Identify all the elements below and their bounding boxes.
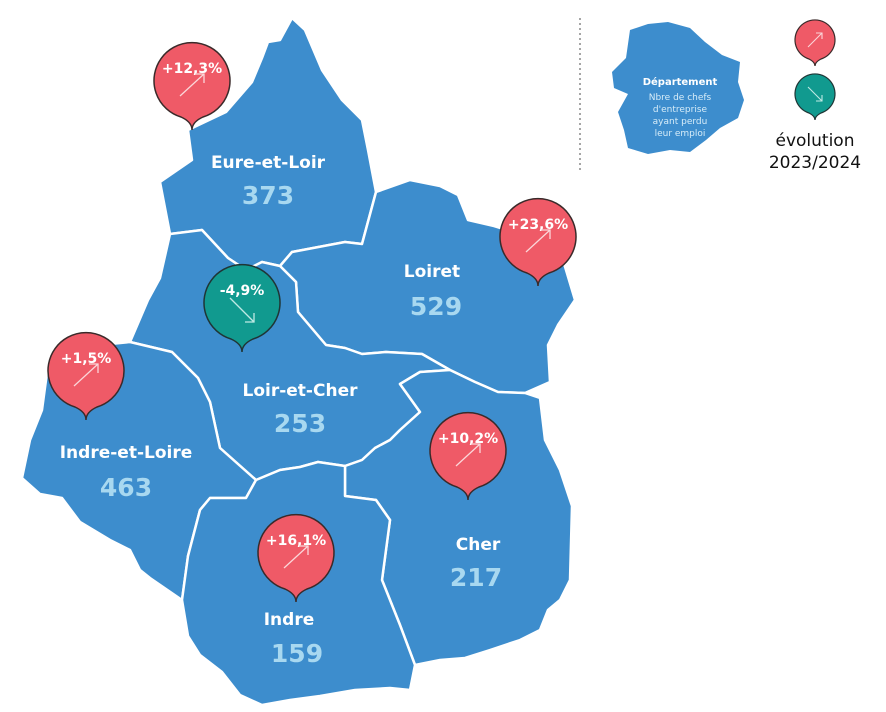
arrow-up-right-icon (525, 229, 551, 253)
legend: Département Nbre de chefs d'entreprise a… (579, 18, 861, 173)
legend-evolution-period: 2023/2024 (769, 153, 861, 173)
value-loiret: 529 (410, 292, 462, 321)
legend-department-shape (612, 22, 744, 154)
legend-subtitle-line: d'entreprise (653, 105, 708, 115)
value-indre: 159 (271, 639, 323, 668)
evolution-pin-loir-et-cher: -4,9% (203, 263, 281, 353)
legend-subtitle-line: leur emploi (655, 129, 706, 139)
value-loir-et-cher: 253 (274, 409, 326, 438)
legend-subtitle-line: ayant perdu (653, 117, 708, 127)
department-cher[interactable] (343, 368, 574, 667)
arrow-down-right-icon (229, 297, 255, 323)
value-cher: 217 (450, 563, 502, 592)
evolution-value: +1,5% (61, 351, 112, 367)
arrow-up-right-icon (73, 363, 99, 387)
value-eure-et-loir: 373 (242, 181, 294, 210)
evolution-pin-indre: +16,1% (257, 513, 335, 603)
evolution-pin-cher: +10,2% (429, 411, 507, 501)
evolution-pin-indre-et-loire: +1,5% (47, 331, 125, 421)
evolution-value: +23,6% (508, 217, 568, 233)
evolution-value: +16,1% (266, 533, 326, 549)
label-cher: Cher (456, 535, 501, 555)
evolution-value: +12,3% (162, 61, 222, 77)
evolution-pin-eure-et-loir: +12,3% (153, 41, 231, 131)
evolution-value: -4,9% (220, 283, 265, 299)
legend-title: Département (643, 76, 718, 88)
arrow-up-right-icon (807, 32, 823, 48)
legend-increase-marker (794, 19, 836, 67)
evolution-value: +10,2% (438, 431, 498, 447)
legend-decrease-marker (794, 73, 836, 121)
value-indre-et-loire: 463 (100, 473, 152, 502)
arrow-up-right-icon (179, 73, 205, 97)
label-indre: Indre (264, 610, 315, 630)
label-loir-et-cher: Loir-et-Cher (243, 381, 359, 401)
label-loiret: Loiret (404, 262, 460, 282)
arrow-down-right-icon (807, 86, 823, 102)
arrow-up-right-icon (283, 545, 309, 569)
evolution-pin-loiret: +23,6% (499, 197, 577, 287)
label-eure-et-loir: Eure-et-Loir (211, 153, 326, 173)
label-indre-et-loire: Indre-et-Loire (60, 443, 193, 463)
legend-subtitle-line: Nbre de chefs (649, 93, 712, 103)
legend-evolution-label: évolution (776, 131, 855, 151)
arrow-up-right-icon (455, 443, 481, 467)
